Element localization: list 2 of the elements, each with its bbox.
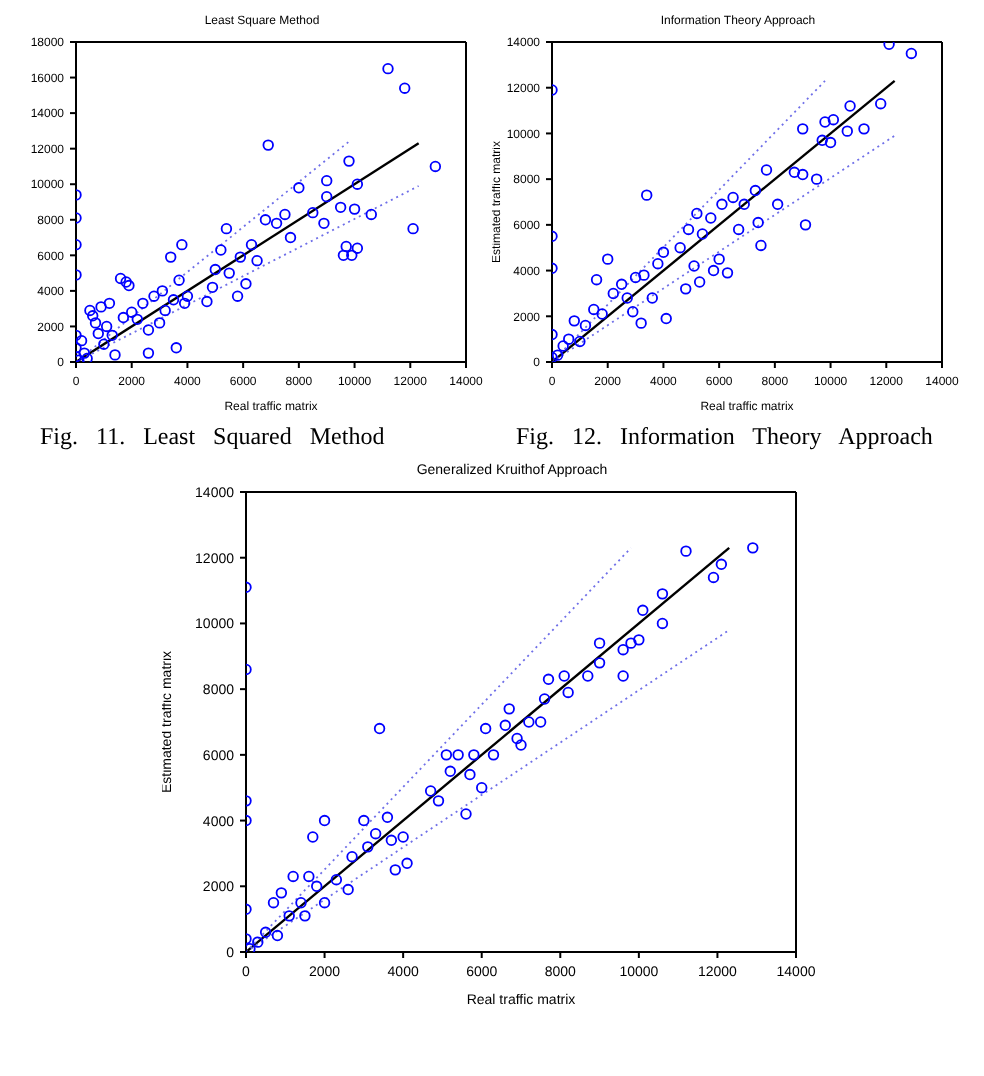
caption: Fig. 11. Least Squared Method bbox=[38, 420, 387, 452]
caption: Fig. 12. Information Theory Approach bbox=[514, 420, 935, 452]
